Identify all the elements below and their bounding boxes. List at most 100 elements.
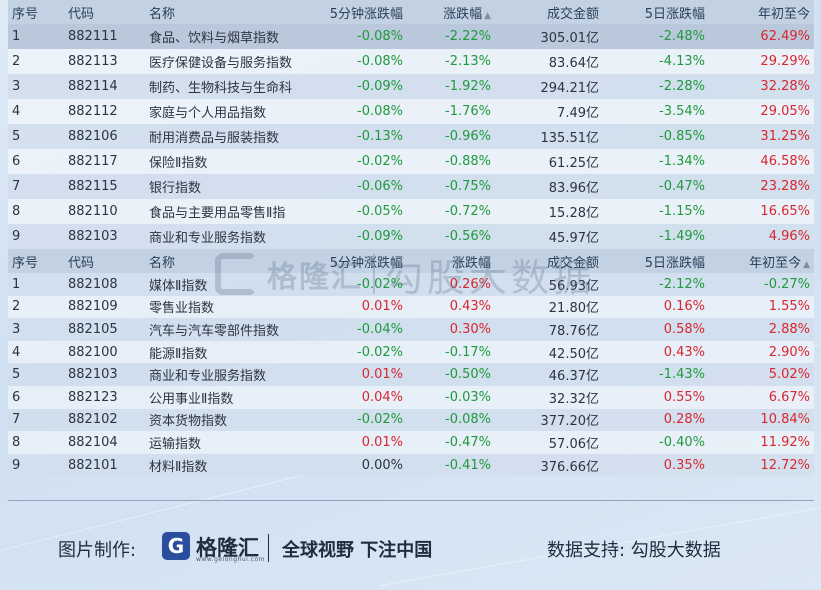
col-ytd-cell: 31.25% [709,124,814,149]
col-5day-change-header[interactable]: 5日涨跌幅 [603,249,709,273]
sort-indicator-icon[interactable]: ▲ [803,259,810,270]
col-turnover-header[interactable]: 成交金额 [495,249,603,273]
col-change-cell: -0.72% [407,199,495,224]
table-row[interactable]: 8 882104 运输指数 0.01% -0.47% 57.06亿 -0.40% 11.92% [8,431,814,454]
col-change-cell: -0.03% [407,385,495,409]
table-row[interactable]: 1 882108 媒体Ⅱ指数 -0.02% 0.26% 56.93亿 -2.12% -0.27… [8,273,814,296]
col-change-cell: -2.22% [407,24,495,49]
col-name-cell: 食品与主要用品零售Ⅱ指 [145,199,305,224]
col-name-cell: 资本货物指数 [145,408,305,432]
col-name-cell: 银行指数 [145,174,305,199]
col-code-cell: 882102 [64,408,145,432]
col-ytd-cell: 46.58% [709,149,814,174]
col-index-cell: 1 [8,273,64,296]
col-name-cell: 商业和专业服务指数 [145,363,305,386]
table-row[interactable]: 5 882103 商业和专业服务指数 0.01% -0.50% 46.37亿 -1.43% 5… [8,363,814,386]
col-5min-change-cell: -0.02% [305,149,407,174]
col-5day-change-header[interactable]: 5日涨跌幅 [603,0,709,24]
col-turnover-header[interactable]: 成交金额 [495,0,603,24]
col-turnover-cell: 7.49亿 [495,99,603,124]
col-change-header[interactable]: 涨跌幅 [407,249,495,273]
col-5day-change-cell: -3.54% [603,99,709,124]
table-row[interactable]: 1 882111 食品、饮料与烟草指数 -0.08% -2.22% 305.01亿 -2.4… [8,24,814,49]
table-row[interactable]: 6 882117 保险Ⅱ指数 -0.02% -0.88% 61.25亿 -1.34% 46.5… [8,149,814,174]
table-row[interactable]: 6 882123 公用事业Ⅱ指数 0.04% -0.03% 32.32亿 0.55% 6.67… [8,385,814,409]
col-5day-change-cell: -2.12% [603,273,709,296]
col-index-header[interactable]: 序号 [8,0,64,24]
col-turnover-cell: 32.32亿 [495,385,603,409]
ranking-panel: 序号 代码 名称 5分钟涨跌幅 涨跌幅 ▲ 成交金额 5日涨跌幅 年初至今 1 882111 食品、… [8,0,814,477]
footer-brand: 格隆汇 [196,536,259,560]
col-5min-change-cell: -0.05% [305,199,407,224]
col-index-cell: 5 [8,124,64,149]
col-turnover-cell: 42.50亿 [495,340,603,364]
col-index-cell: 5 [8,363,64,386]
table-row[interactable]: 4 882100 能源Ⅱ指数 -0.02% -0.17% 42.50亿 0.43% 2.90% [8,340,814,364]
col-code-header[interactable]: 代码 [64,249,145,273]
col-ytd-header[interactable]: 年初至今 [709,0,814,24]
sort-indicator-icon[interactable]: ▲ [484,10,491,21]
col-5day-change-cell: -2.48% [603,24,709,49]
col-code-cell: 882117 [64,149,145,174]
col-turnover-cell: 305.01亿 [495,24,603,49]
col-5min-change-cell: -0.02% [305,340,407,364]
col-name-cell: 零售业指数 [145,295,305,319]
col-5min-change-header[interactable]: 5分钟涨跌幅 [305,0,407,24]
col-turnover-cell: 377.20亿 [495,408,603,432]
col-name-header[interactable]: 名称 [145,0,305,24]
col-5min-change-cell: -0.08% [305,24,407,49]
footer-url: www.gelonghui.com [196,556,266,563]
col-ytd-header-label: 年初至今 [757,6,810,22]
table-row[interactable]: 9 882101 材料Ⅱ指数 0.00% -0.41% 376.66亿 0.35% 12.72… [8,453,814,477]
col-change-header-label: 涨跌幅 [451,255,491,271]
table-row[interactable]: 3 882114 制药、生物科技与生命科 -0.09% -1.92% 294.21亿 -2.… [8,74,814,99]
col-name-cell: 材料Ⅱ指数 [145,453,305,477]
table-row[interactable]: 3 882105 汽车与汽车零部件指数 -0.04% 0.30% 78.76亿 0.58% 2… [8,318,814,341]
col-turnover-cell: 61.25亿 [495,149,603,174]
col-5min-change-header-label: 5分钟涨跌幅 [329,6,403,22]
col-change-cell: -1.92% [407,74,495,99]
col-code-header[interactable]: 代码 [64,0,145,24]
col-ytd-cell: 23.28% [709,174,814,199]
col-ytd-cell: 29.29% [709,49,814,74]
col-5min-change-cell: -0.02% [305,408,407,432]
col-index-header[interactable]: 序号 [8,249,64,273]
col-name-cell: 汽车与汽车零部件指数 [145,318,305,341]
table-row[interactable]: 9 882103 商业和专业服务指数 -0.09% -0.56% 45.97亿 -1.49%… [8,224,814,249]
col-5day-change-cell: -0.47% [603,174,709,199]
col-name-header[interactable]: 名称 [145,249,305,273]
table-row[interactable]: 2 882109 零售业指数 0.01% 0.43% 21.80亿 0.16% 1.55% [8,295,814,319]
col-name-cell: 家庭与个人用品指数 [145,99,305,124]
table-row[interactable]: 7 882102 资本货物指数 -0.02% -0.08% 377.20亿 0.28% 10.… [8,408,814,432]
col-5day-change-cell: -0.85% [603,124,709,149]
col-ytd-header[interactable]: 年初至今 ▲ [709,249,814,273]
col-change-cell: -0.08% [407,408,495,432]
col-code-cell: 882108 [64,273,145,296]
table-row[interactable]: 2 882113 医疗保健设备与服务指数 -0.08% -2.13% 83.64亿 -4.1… [8,49,814,74]
table-row[interactable]: 5 882106 耐用消费品与服装指数 -0.13% -0.96% 135.51亿 -0.8… [8,124,814,149]
col-ytd-cell: 29.05% [709,99,814,124]
table-row[interactable]: 8 882110 食品与主要用品零售Ⅱ指 -0.05% -0.72% 15.28亿 -1.1… [8,199,814,224]
col-change-header[interactable]: 涨跌幅 ▲ [407,0,495,24]
col-turnover-header-label: 成交金额 [546,255,599,271]
table-row[interactable]: 4 882112 家庭与个人用品指数 -0.08% -1.76% 7.49亿 -3.54% 2… [8,99,814,124]
table-row[interactable]: 7 882115 银行指数 -0.06% -0.75% 83.96亿 -0.47% 23.28… [8,174,814,199]
col-ytd-cell: 2.88% [709,318,814,341]
col-turnover-cell: 376.66亿 [495,453,603,477]
col-ytd-cell: 4.96% [709,224,814,249]
col-index-cell: 6 [8,385,64,409]
col-change-cell: -0.47% [407,431,495,454]
col-index-header-label: 序号 [12,255,39,271]
col-index-cell: 1 [8,24,64,49]
col-turnover-cell: 83.64亿 [495,49,603,74]
col-name-cell: 媒体Ⅱ指数 [145,273,305,296]
col-change-cell: -1.76% [407,99,495,124]
col-5min-change-cell: -0.06% [305,174,407,199]
col-change-header-label: 涨跌幅 [443,6,483,22]
col-index-cell: 4 [8,99,64,124]
col-5min-change-header[interactable]: 5分钟涨跌幅 [305,249,407,273]
col-code-cell: 882115 [64,174,145,199]
col-change-cell: 0.26% [407,273,495,296]
col-change-cell: -0.75% [407,174,495,199]
col-5min-change-cell: 0.04% [305,385,407,409]
